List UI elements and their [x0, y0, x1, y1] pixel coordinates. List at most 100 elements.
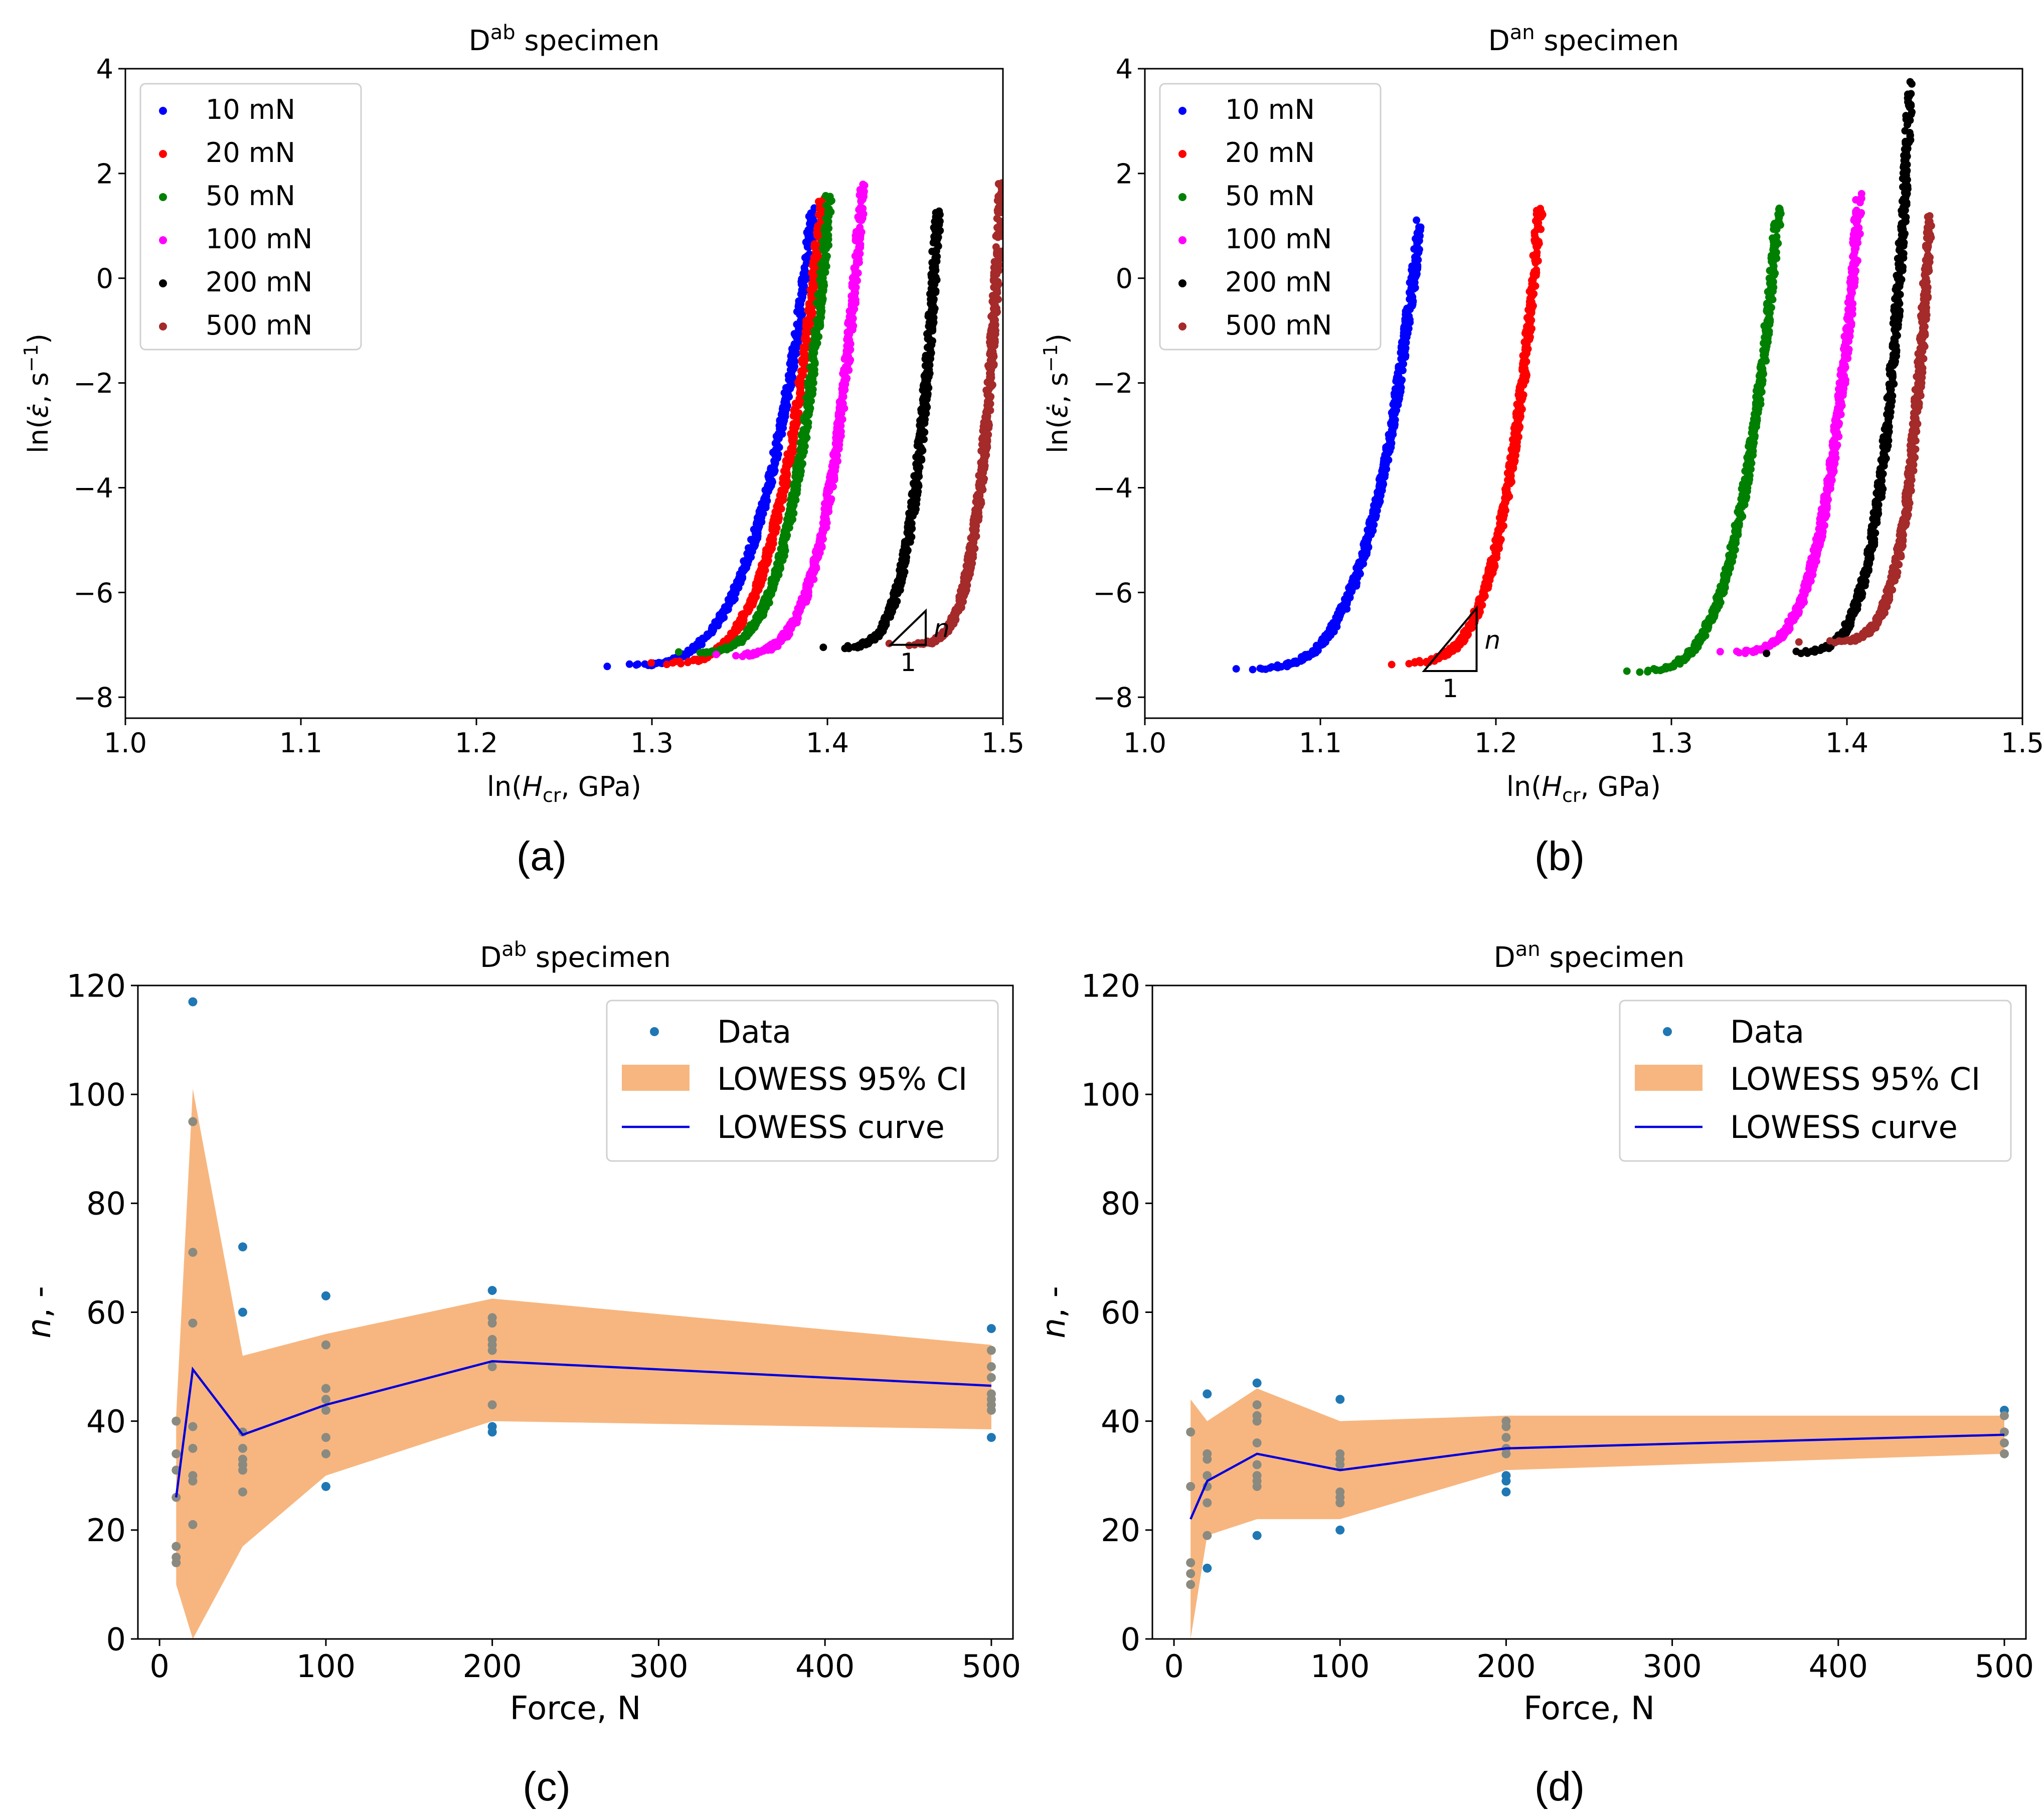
data-point — [1388, 660, 1396, 669]
legend-entry: 100 mN — [206, 223, 312, 255]
data-point — [994, 193, 1002, 201]
data-point — [814, 211, 822, 219]
data-point — [1412, 235, 1420, 243]
data-point — [1415, 657, 1423, 665]
data-point — [824, 235, 832, 243]
series-200-mN — [819, 207, 944, 652]
data-point — [824, 209, 832, 217]
data-point — [647, 659, 655, 667]
data-point — [936, 227, 944, 235]
data-point — [732, 651, 740, 659]
data-point — [1249, 666, 1257, 674]
data-point — [993, 215, 1001, 223]
y-tick-label: −2 — [73, 368, 113, 399]
x-tick-label: 1.5 — [981, 727, 1025, 759]
data-point — [859, 205, 867, 213]
data-point — [677, 659, 685, 668]
slope-triangle: n1 — [888, 608, 950, 677]
data-point — [998, 223, 1003, 231]
data-point — [807, 216, 815, 224]
data-point — [1857, 195, 1865, 203]
data-point — [1415, 246, 1423, 254]
data-point — [625, 660, 633, 668]
series-100-mN — [712, 181, 869, 660]
data-point — [1530, 268, 1539, 276]
series-50-mN — [674, 192, 835, 657]
data-point — [1232, 665, 1240, 673]
series-10-mN — [603, 204, 818, 671]
data-point — [857, 212, 865, 220]
data-point — [1770, 269, 1778, 277]
data-point — [1850, 251, 1858, 259]
slope-one-label: 1 — [900, 648, 916, 677]
data-point — [1636, 668, 1644, 676]
data-point — [1539, 211, 1547, 219]
axes-frame — [124, 68, 1004, 719]
data-point — [800, 264, 808, 272]
data-point — [1416, 226, 1424, 234]
y-tick-label: 2 — [96, 158, 113, 190]
data-point — [930, 233, 938, 241]
series-500-mN — [1795, 212, 1935, 646]
y-axis-label-post: ) — [23, 334, 54, 344]
y-tick-label: 4 — [96, 53, 113, 85]
x-tick-label: 1.0 — [104, 727, 147, 759]
data-point — [1777, 210, 1785, 218]
x-tick-label: 1.3 — [630, 727, 673, 759]
data-point — [1532, 251, 1541, 259]
data-point — [1902, 115, 1910, 123]
plot-area — [603, 179, 1003, 671]
series-500-mN — [885, 179, 1003, 649]
x-axis-label-sub: cr — [543, 784, 561, 806]
data-point — [1908, 108, 1916, 116]
chart-title-rest: specimen — [1535, 25, 1679, 57]
data-point — [1852, 220, 1860, 228]
data-point — [634, 660, 642, 668]
data-point — [1716, 647, 1724, 655]
x-axis-label-post: , GPa) — [561, 771, 641, 802]
data-point — [1853, 257, 1861, 265]
data-point — [931, 254, 939, 262]
data-point — [992, 243, 1000, 251]
legend-entry: 20 mN — [206, 137, 295, 169]
data-point — [1623, 667, 1631, 675]
legend-marker — [159, 322, 167, 330]
legend-marker — [159, 236, 167, 244]
data-point — [674, 648, 683, 656]
data-point — [1905, 91, 1913, 99]
chart-title: Dab specimen — [469, 21, 660, 57]
y-tick-label: −8 — [73, 682, 113, 714]
data-point — [663, 660, 671, 669]
data-point — [1856, 230, 1864, 238]
data-point — [1533, 215, 1541, 223]
series-10-mN — [1232, 216, 1425, 674]
series-50-mN — [1623, 204, 1785, 676]
data-point — [819, 643, 827, 651]
legend-marker — [159, 279, 167, 287]
data-point — [844, 642, 852, 650]
data-point — [1849, 240, 1857, 248]
y-axis-label: ln(ε̇, s−1) — [20, 334, 54, 453]
data-point — [936, 211, 944, 219]
plot-area — [1232, 78, 1935, 676]
legend-entry: 10 mN — [206, 94, 295, 125]
data-point — [603, 663, 611, 671]
x-tick-label: 1.4 — [806, 727, 849, 759]
data-point — [855, 229, 863, 237]
data-point — [823, 225, 831, 233]
legend-marker — [159, 107, 167, 115]
y-tick-label: −6 — [73, 577, 113, 609]
data-point — [1508, 435, 1516, 443]
data-point — [823, 217, 831, 225]
data-point — [1772, 242, 1780, 250]
data-point — [808, 209, 816, 217]
chart-title-superscript: ab — [490, 21, 516, 44]
data-point — [997, 232, 1003, 240]
data-point — [1768, 258, 1776, 266]
data-point — [1530, 231, 1539, 239]
y-axis-label-pre: ln( — [23, 418, 54, 453]
data-point — [1411, 279, 1419, 287]
